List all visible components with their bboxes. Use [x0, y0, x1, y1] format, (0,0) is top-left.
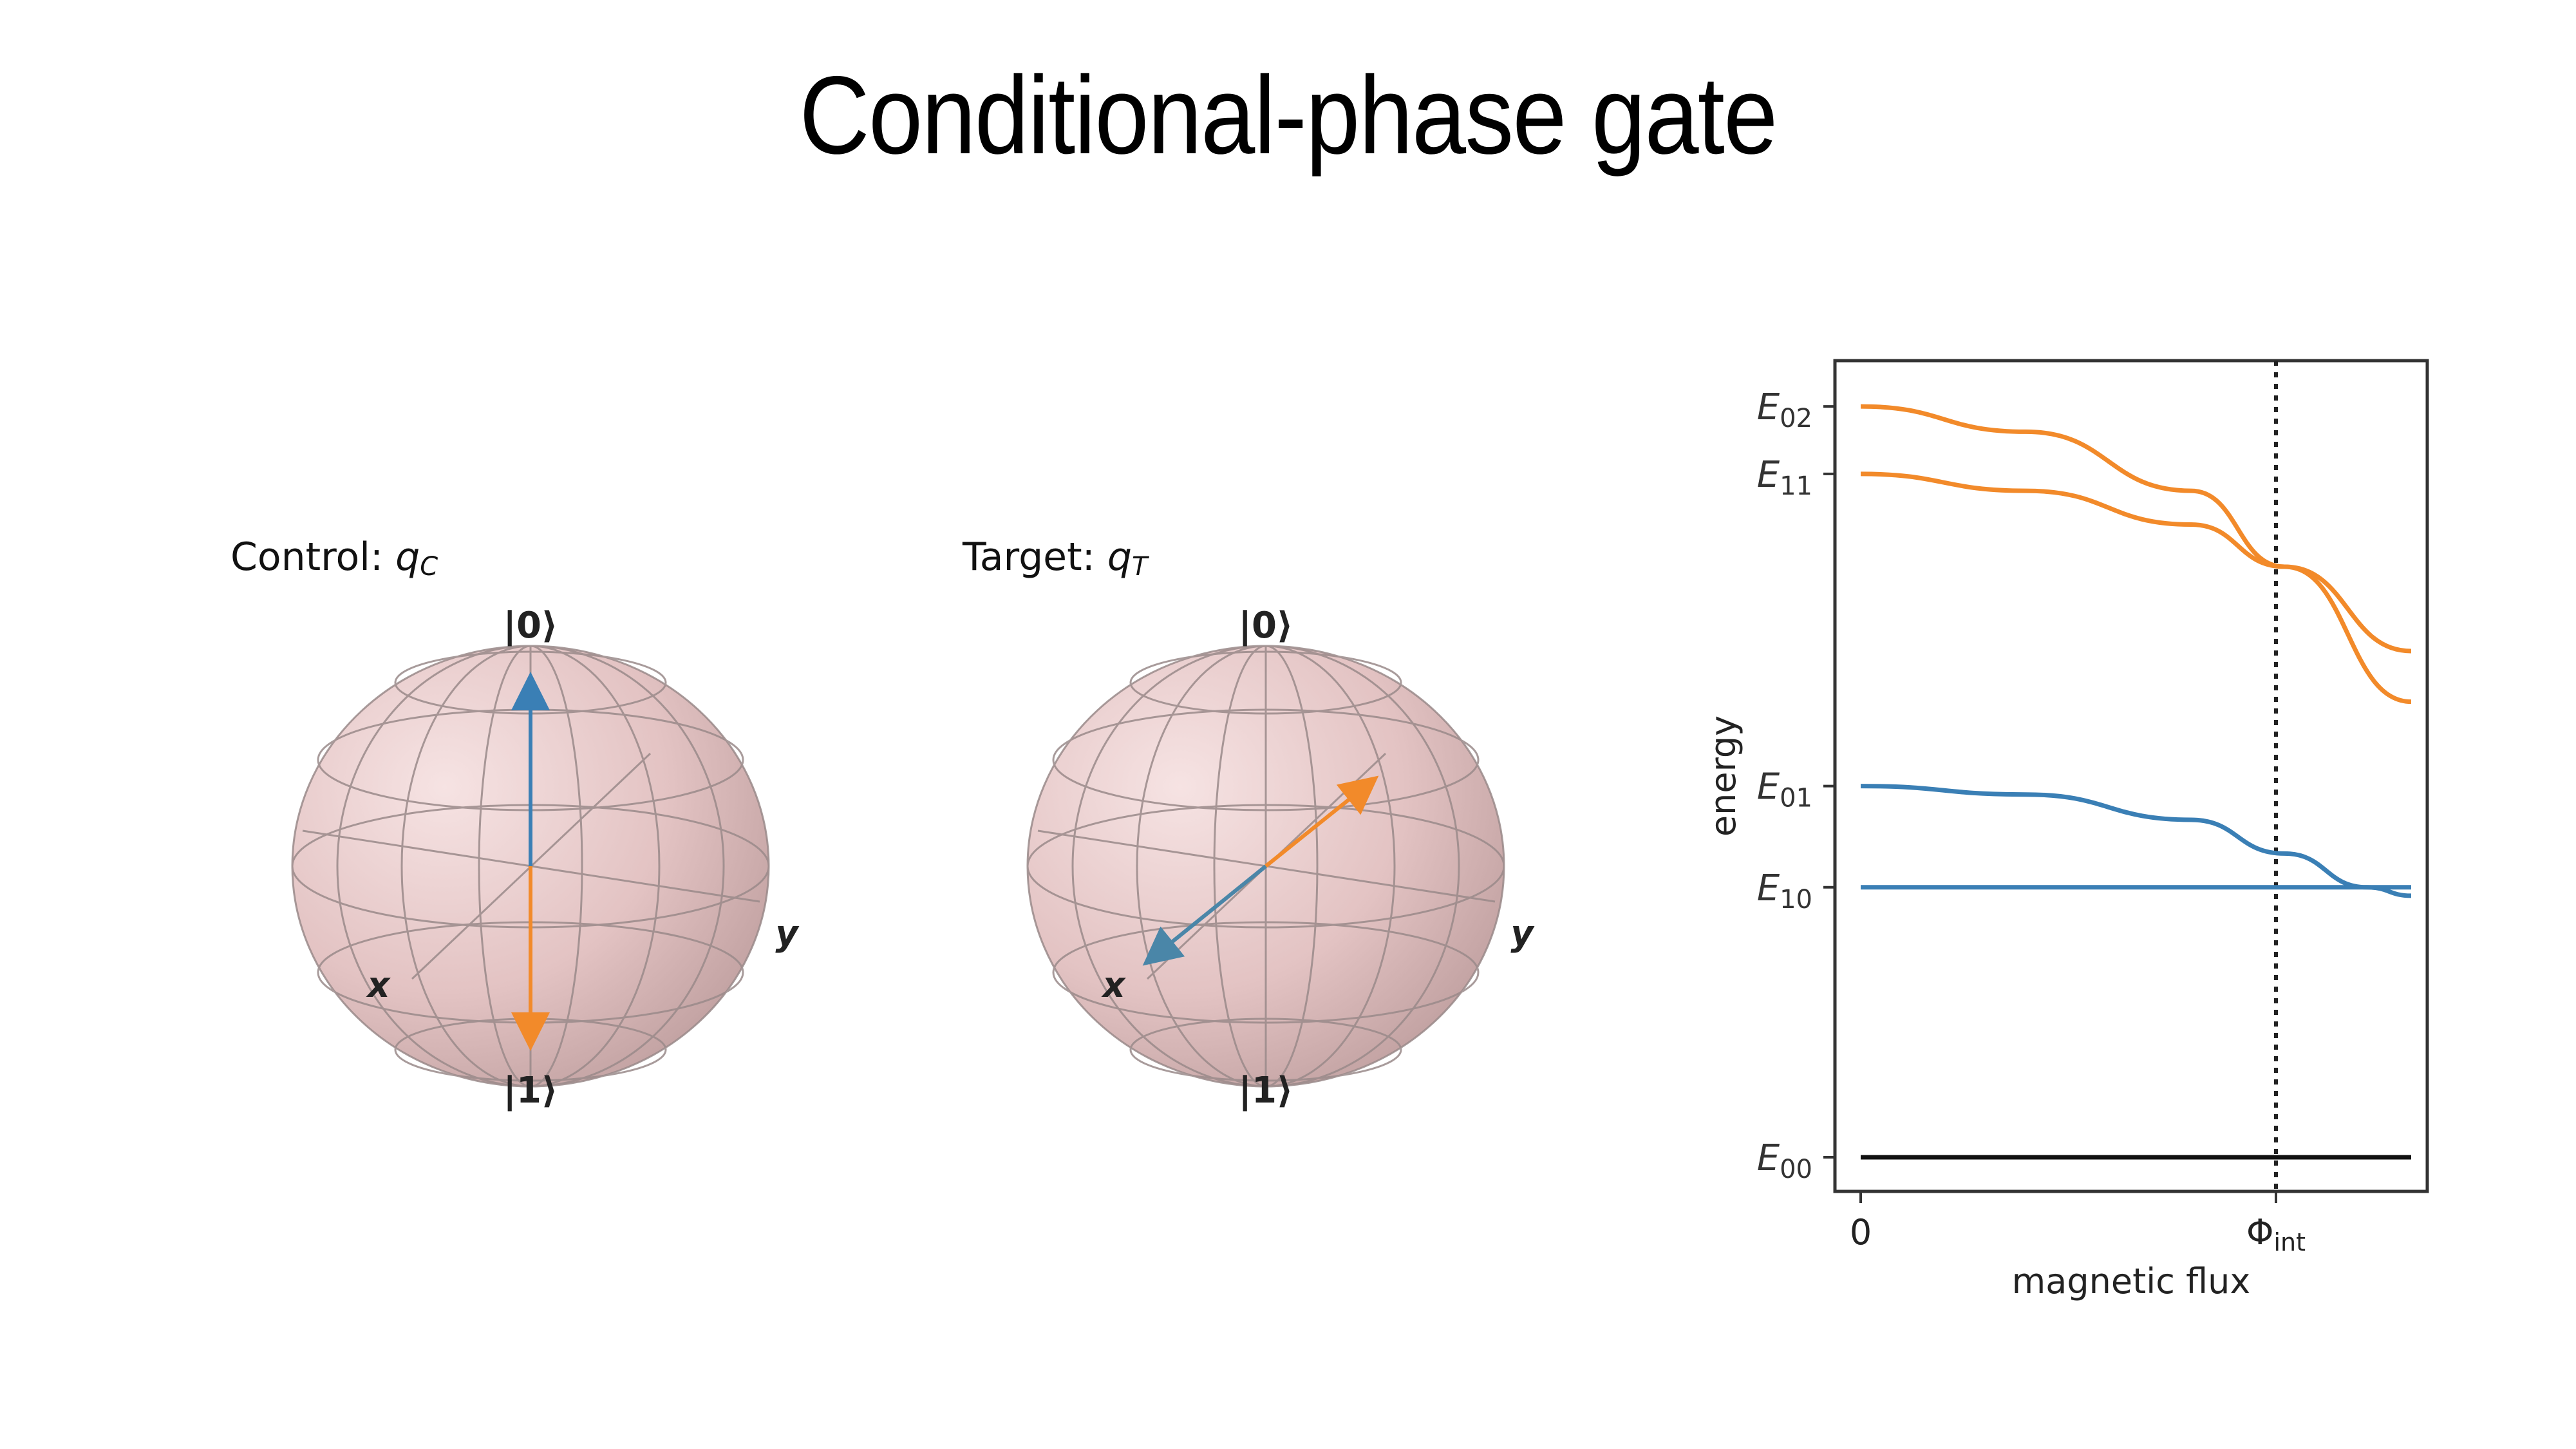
- control-bloch-sphere: |0⟩ |1⟩ x y: [291, 605, 800, 1112]
- page-title: Conditional-phase gate: [799, 53, 1778, 177]
- energy-curve-e01: [1860, 784, 2412, 898]
- ytick-label-e02: E02: [1757, 386, 1812, 433]
- control-label: Control:: [230, 535, 396, 580]
- target-label: Target:: [963, 535, 1107, 580]
- target-qubit-sub: T: [1132, 552, 1148, 582]
- control-ket0-label: |0⟩: [503, 605, 558, 647]
- ytick-label-e10: E10: [1757, 867, 1812, 914]
- control-caption: Control: qC: [230, 535, 438, 582]
- xtick-phi-sub: int: [2273, 1228, 2306, 1256]
- ytick-label-e01: E01: [1757, 766, 1812, 813]
- control-qubit-symbol: q: [395, 535, 420, 580]
- target-qubit-symbol: q: [1107, 535, 1133, 580]
- xtick-label-zero: 0: [1850, 1212, 1872, 1253]
- energy-curve-e02: [1860, 404, 2412, 705]
- chart-frame: [1833, 359, 2429, 1193]
- ytick-label-e11: E11: [1757, 454, 1812, 501]
- x-axis-label: magnetic flux: [2012, 1261, 2251, 1302]
- control-ket1-label: |1⟩: [503, 1070, 558, 1112]
- xtick-phi-symbol: Φ: [2246, 1212, 2274, 1253]
- control-y-label: y: [775, 913, 800, 954]
- target-caption: Target: qT: [963, 535, 1147, 582]
- control-x-label: x: [366, 965, 391, 1005]
- control-qubit-sub: C: [420, 552, 438, 582]
- target-orange-vector: [1264, 775, 1379, 868]
- energy-curve-e11: [1860, 471, 2412, 654]
- target-ket0-label: |0⟩: [1238, 605, 1293, 647]
- target-ket1-label: |1⟩: [1238, 1070, 1293, 1112]
- target-x-label: x: [1101, 965, 1127, 1005]
- energy-level-chart: E02 E11 E01 E10 E00 0 Φint magnetic flux ene…: [1703, 359, 2429, 1302]
- target-y-label: y: [1510, 913, 1535, 954]
- y-axis-label: energy: [1703, 715, 1744, 837]
- ytick-label-e00: E00: [1757, 1137, 1812, 1184]
- target-bloch-sphere: |0⟩ |1⟩ x y: [1026, 605, 1535, 1112]
- target-blue-vector: [1142, 864, 1267, 966]
- xtick-label-phi: Φint: [2246, 1212, 2306, 1256]
